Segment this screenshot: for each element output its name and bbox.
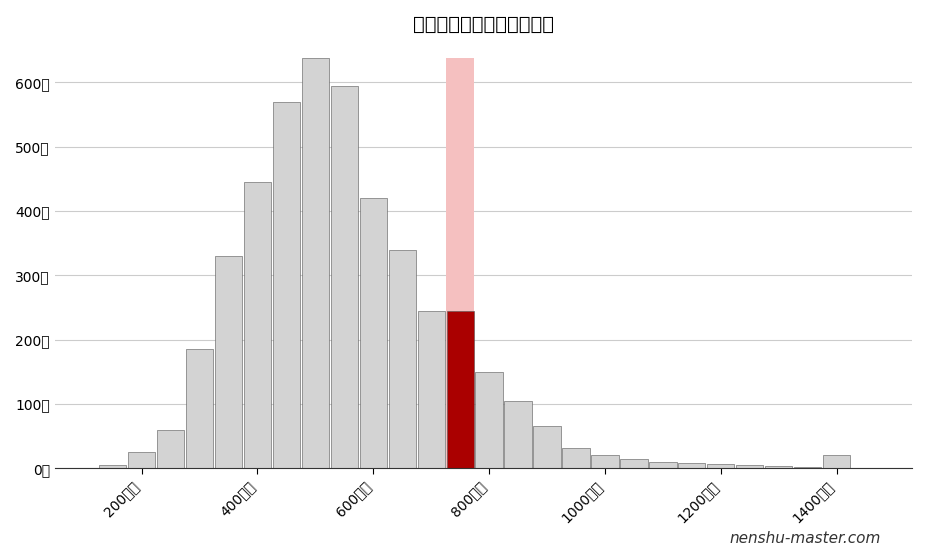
Bar	[157, 429, 184, 468]
Bar	[301, 58, 329, 468]
Bar	[679, 463, 705, 468]
Bar	[185, 349, 213, 468]
Bar	[504, 401, 532, 468]
Bar	[707, 465, 734, 468]
Bar	[476, 372, 502, 468]
Bar	[563, 448, 590, 468]
Bar	[591, 456, 618, 468]
Bar	[99, 465, 126, 468]
Bar	[620, 458, 648, 468]
Bar	[331, 86, 358, 468]
Bar	[533, 427, 561, 468]
Bar	[649, 462, 677, 468]
Bar	[446, 58, 474, 468]
Bar	[215, 256, 242, 468]
Bar	[447, 311, 474, 468]
Bar	[360, 198, 387, 468]
Title: 静岡銀行の年収ポジション: 静岡銀行の年収ポジション	[413, 15, 553, 34]
Bar	[765, 466, 793, 468]
Bar	[128, 452, 155, 468]
Bar	[273, 102, 300, 468]
Bar	[388, 250, 416, 468]
Bar	[244, 182, 271, 468]
Bar	[794, 467, 821, 468]
Bar	[823, 456, 850, 468]
Text: nenshu-master.com: nenshu-master.com	[730, 531, 881, 546]
Bar	[417, 311, 445, 468]
Bar	[736, 465, 764, 468]
